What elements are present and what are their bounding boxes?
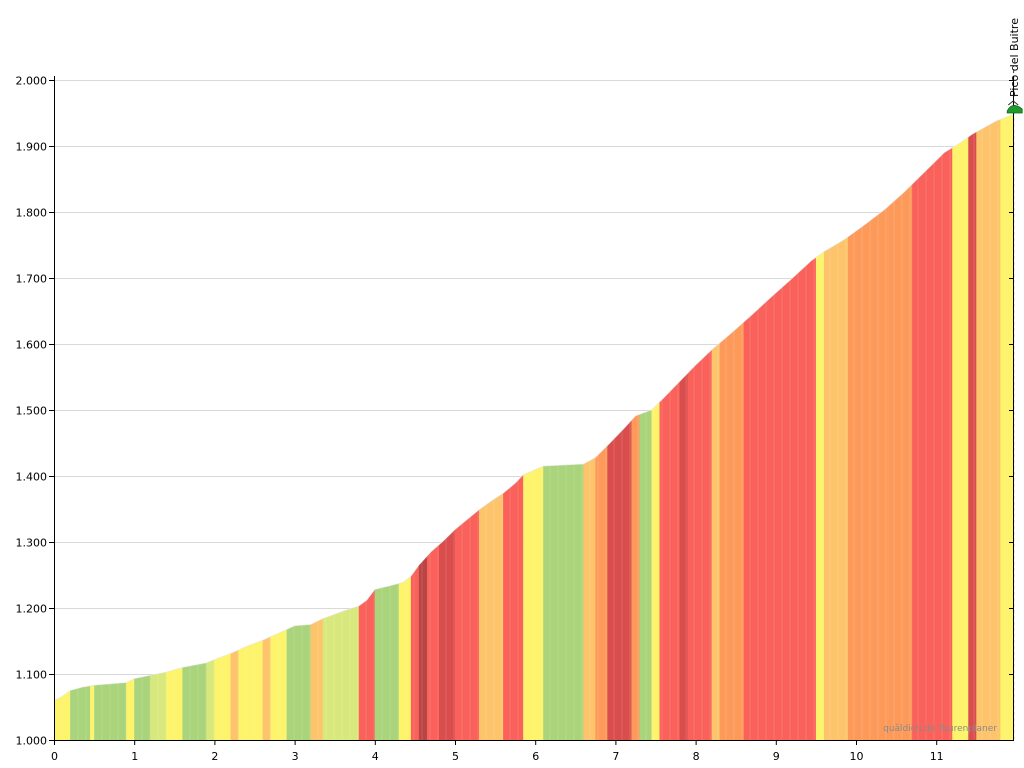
x-tick-label: 8 (693, 750, 700, 763)
gradient-segment-very_steep (426, 114, 440, 740)
y-tick-label: 1.900 (16, 141, 48, 154)
summit-marker: Pico del Buitre (1006, 18, 1023, 114)
elevation-area (54, 114, 1014, 740)
gradient-segment-medium (711, 114, 720, 740)
x-tick-label: 11 (930, 750, 944, 763)
y-tick-label: 1.200 (16, 603, 48, 616)
gradient-segment-moderate (238, 114, 263, 740)
gradient-segment-very_steep (912, 114, 953, 740)
y-tick-label: 1.800 (16, 207, 48, 220)
credit-text: quäldich.de Tourenplaner (883, 724, 997, 734)
gradient-segment-very_steep (358, 114, 376, 740)
gradient-segment-moderate (166, 114, 183, 740)
x-tick-label: 0 (51, 750, 58, 763)
gradient-segment-max (418, 114, 428, 740)
gradient-segment-medium (583, 114, 596, 740)
gradient-segment-very_steep (503, 114, 524, 740)
gradient-segment-medium (976, 114, 1001, 740)
gradient-segment-moderate (90, 114, 95, 740)
gradient-segment-extreme (438, 114, 456, 740)
gradient-segment-medium (262, 114, 271, 740)
gradient-segment-moderate (1000, 114, 1014, 740)
summit-label: Pico del Buitre (1008, 18, 1021, 97)
mountain-icon (1006, 105, 1023, 114)
gradient-segment-flat (134, 114, 151, 740)
gradient-segment-medium (230, 114, 239, 740)
gradient-segment-medium (310, 114, 323, 740)
gradient-segment-very_steep (410, 114, 420, 740)
y-tick-label: 1.700 (16, 273, 48, 286)
y-tick-label: 2.000 (16, 75, 48, 88)
gradient-segment-easy (206, 114, 215, 740)
gradient-segment-moderate (952, 114, 969, 740)
gradient-segment-moderate (815, 114, 825, 740)
gradient-segment-medium (479, 114, 504, 740)
x-tick-label: 5 (452, 750, 459, 763)
x-tick-label: 2 (211, 750, 218, 763)
y-tick-label: 1.100 (16, 669, 48, 682)
gradient-segment-flat (286, 114, 311, 740)
x-tick-label: 7 (612, 750, 619, 763)
gradient-segment-easy (150, 114, 167, 740)
gradient-segment-steep (719, 114, 745, 740)
gradient-segment-steep (888, 114, 913, 740)
elevation-profile-line (53, 114, 1014, 701)
x-tick-label: 1 (131, 750, 138, 763)
y-tick-label: 1.500 (16, 405, 48, 418)
y-tick-label: 1.600 (16, 339, 48, 352)
y-tick-label: 1.000 (16, 735, 48, 748)
summit-pointer-icon (1007, 100, 1019, 106)
gradient-segment-moderate (651, 114, 660, 740)
gradient-segment-flat (374, 114, 400, 740)
gradient-segment-moderate (398, 114, 412, 740)
gradient-segment-moderate (54, 114, 71, 740)
gradient-segment-extreme (968, 114, 977, 740)
gradient-segment-moderate (270, 114, 287, 740)
gradient-segment-extreme (679, 114, 688, 740)
x-tick-label: 4 (372, 750, 379, 763)
gradient-segment-very_steep (455, 114, 480, 740)
x-tick-label: 10 (850, 750, 864, 763)
gradient-segment-flat (543, 114, 584, 740)
gradient-segment-very_steep (687, 114, 712, 740)
axes: 1.000 1.100 1.200 1.300 1.400 1.500 1.600 1.700… (16, 70, 1015, 763)
y-tick-label: 1.300 (16, 537, 48, 550)
x-tick-label: 6 (532, 750, 539, 763)
gradient-segment-moderate (126, 114, 135, 740)
gradient-segment-medium (823, 114, 849, 740)
x-tick-label: 9 (773, 750, 780, 763)
y-tick-label: 1.400 (16, 471, 48, 484)
gradient-segment-flat (182, 114, 207, 740)
gradient-segment-extreme (607, 114, 632, 740)
gradient-segment-flat (70, 114, 91, 740)
gradient-segment-steep (631, 114, 640, 740)
gradient-segment-easy (322, 114, 360, 740)
gradient-segment-very_steep (743, 114, 817, 740)
gradient-segment-flat (94, 114, 127, 740)
x-tick-label: 3 (292, 750, 299, 763)
gradient-segment-moderate (214, 114, 231, 740)
